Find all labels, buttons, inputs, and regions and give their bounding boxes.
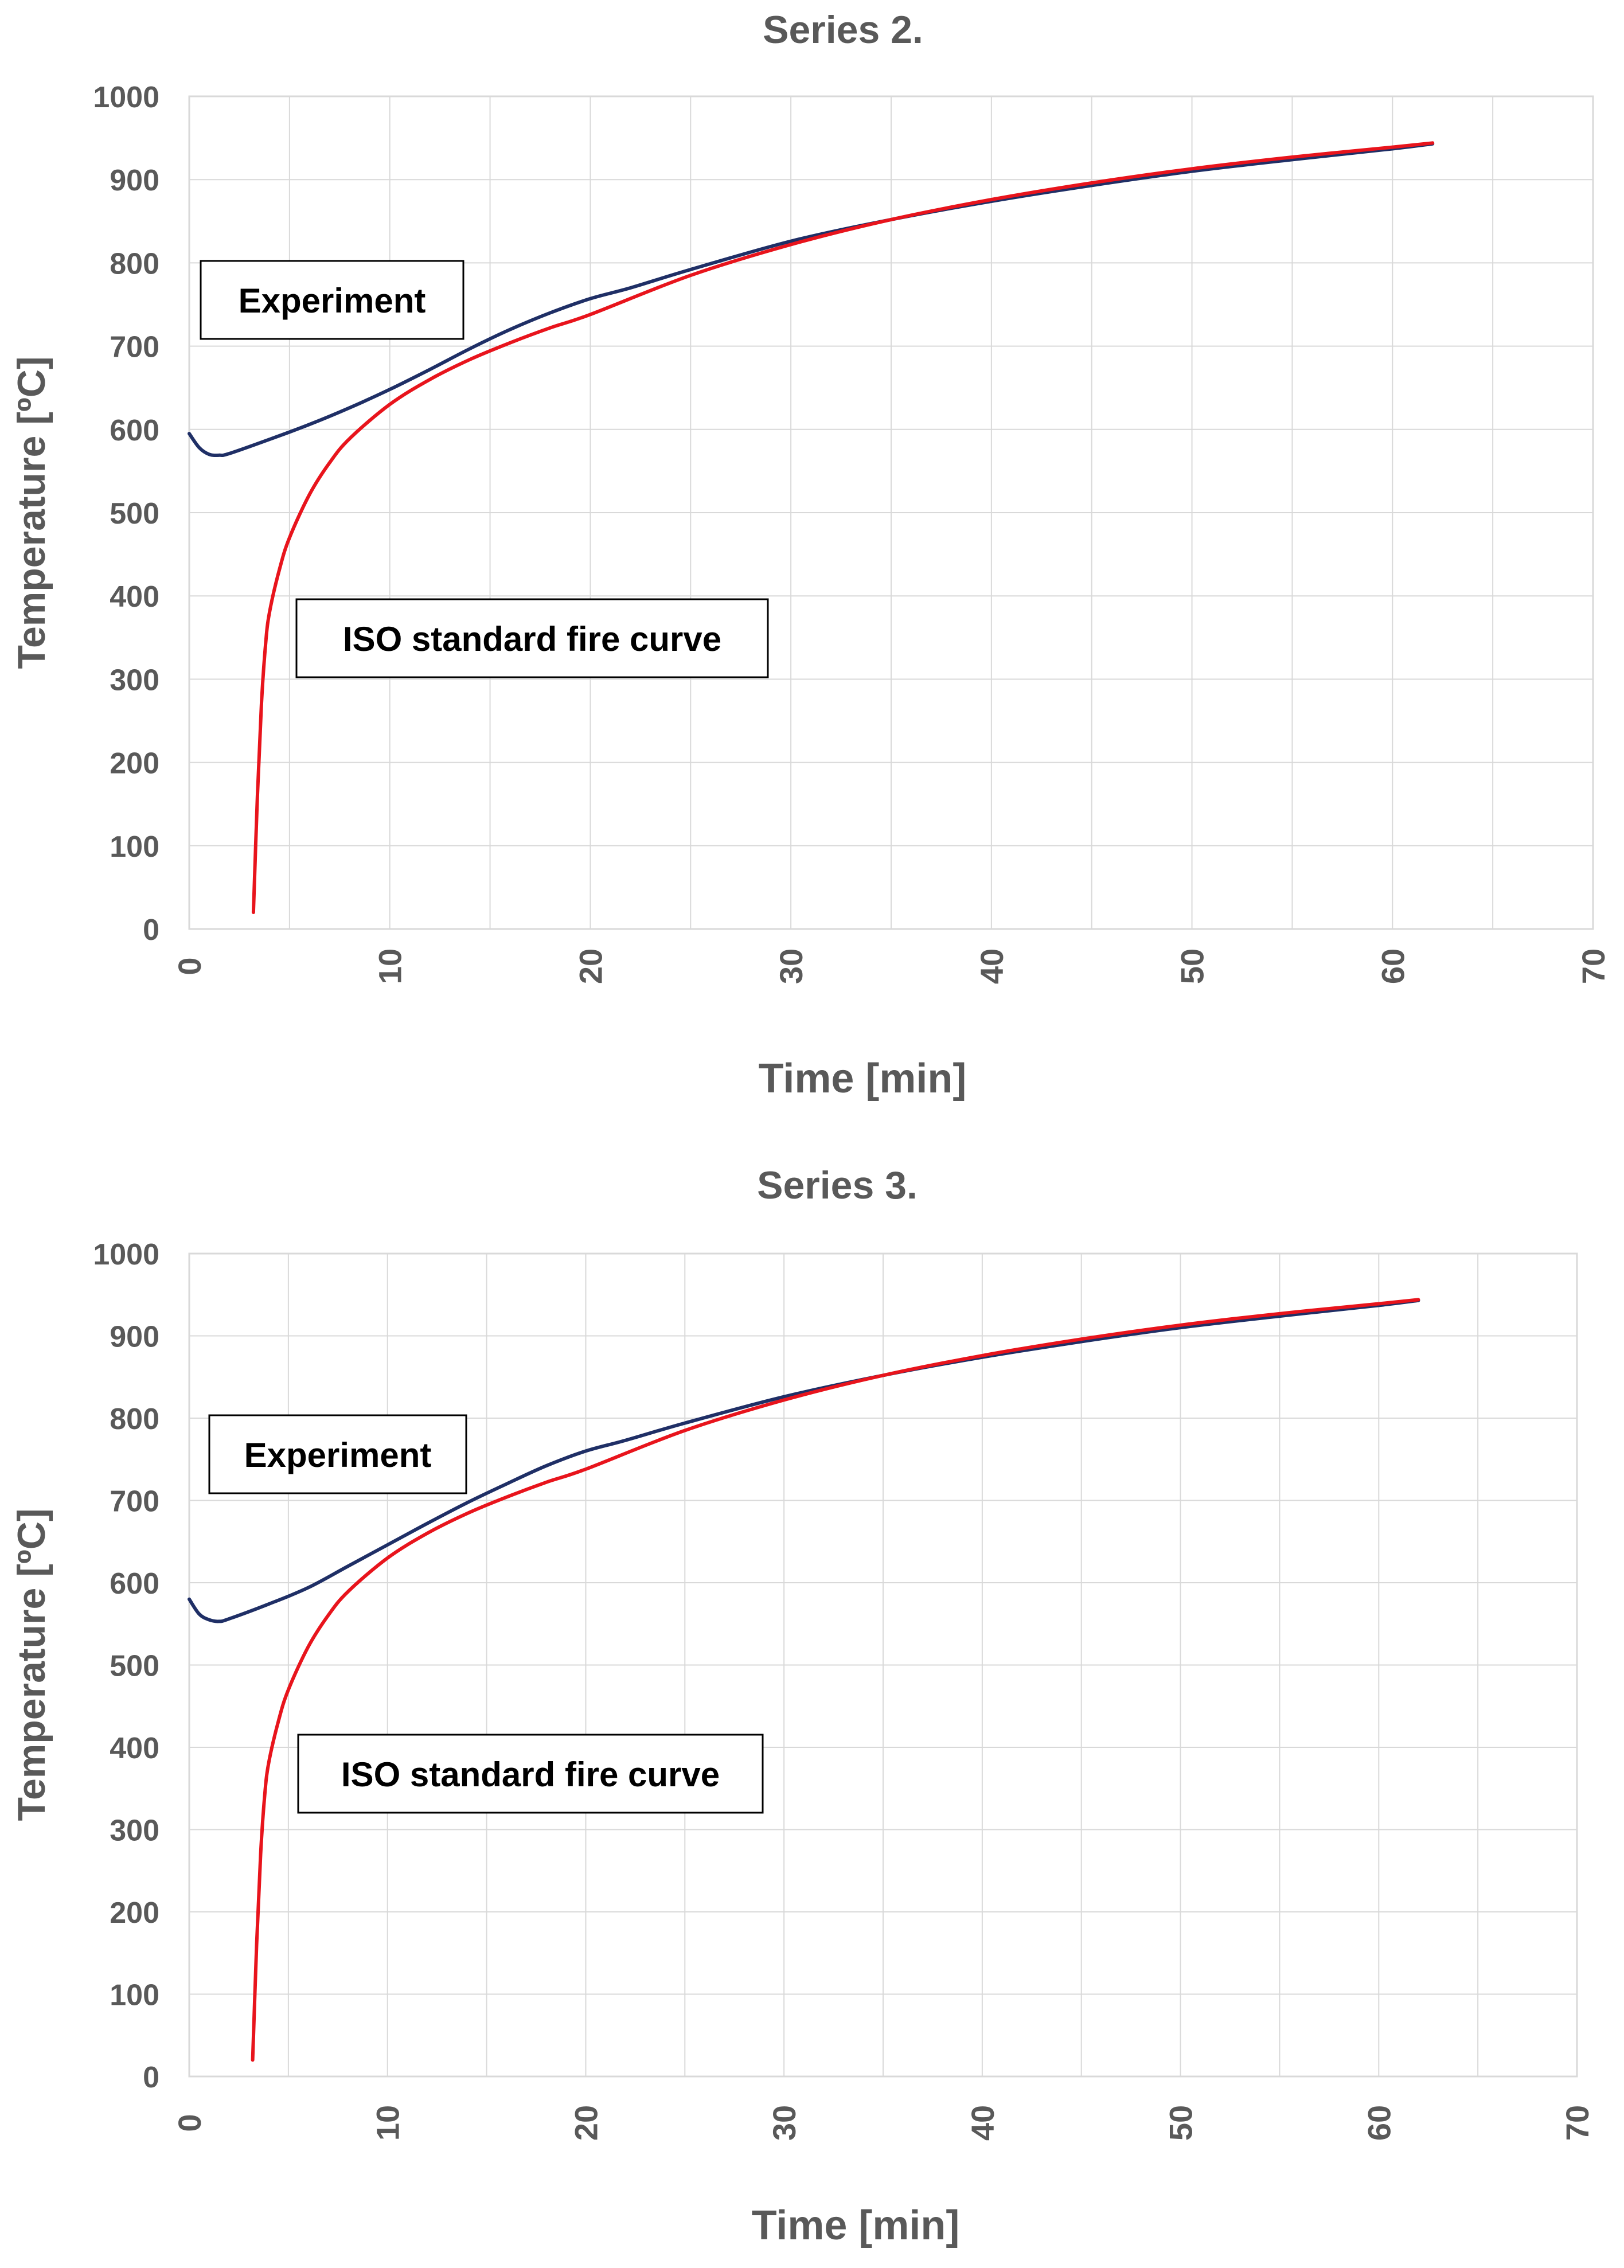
x-tick-label: 30 (766, 2105, 802, 2141)
x-tick-label: 10 (370, 2105, 406, 2141)
x-tick-label: 60 (1375, 948, 1411, 984)
y-tick-label: 1000 (93, 1238, 159, 1271)
chart-title: Series 2. (763, 8, 923, 52)
y-tick-label: 200 (110, 1896, 159, 1930)
annotation-box (208, 1414, 467, 1494)
annotation-box (297, 1734, 764, 1814)
y-tick-label: 900 (110, 164, 159, 197)
annotation-iso-curve: ISO standard fire curve (297, 1734, 764, 1814)
y-tick-label: 300 (110, 1814, 159, 1848)
annotation-iso-curve: ISO standard fire curve (295, 598, 769, 678)
y-tick-label: 1000 (93, 81, 159, 114)
x-tick-label: 60 (1361, 2105, 1397, 2141)
annotation-experiment: Experiment (208, 1414, 467, 1494)
x-tick-label: 30 (773, 948, 809, 984)
annotation-box (295, 598, 769, 678)
x-tick-label: 40 (974, 948, 1010, 984)
y-tick-label: 600 (110, 414, 159, 447)
series-lines (188, 141, 1435, 914)
y-axis-title: Temperature [ºC] (10, 357, 53, 669)
annotation-label: Experiment (239, 282, 426, 320)
y-axis-title: Temperature [ºC] (10, 1509, 53, 1821)
x-tick-label: 40 (965, 2105, 1001, 2141)
x-tick-label: 70 (1575, 948, 1611, 984)
y-tick-label: 800 (110, 1403, 159, 1436)
y-tick-label: 0 (143, 2061, 159, 2094)
x-tick-label: 50 (1174, 948, 1211, 984)
series-lines (188, 1298, 1420, 2062)
y-tick-label: 0 (143, 914, 159, 947)
x-tick-label: 20 (568, 2105, 604, 2141)
annotation-label: ISO standard fire curve (343, 620, 721, 658)
y-tick-label: 100 (110, 830, 159, 864)
x-tick-label: 70 (1559, 2105, 1595, 2141)
series-line-experiment (188, 1298, 1420, 1623)
y-tick-label: 400 (110, 1732, 159, 1765)
x-tick-label: 50 (1163, 2105, 1199, 2141)
y-tick-labels: 0 100 200 300 400 500 600 700 800 900 1000 (93, 1238, 159, 2094)
y-tick-label: 900 (110, 1321, 159, 1354)
y-tick-label: 300 (110, 663, 159, 697)
y-tick-label: 800 (110, 247, 159, 280)
plot-area (188, 95, 1594, 930)
annotation-experiment: Experiment (200, 260, 464, 340)
y-tick-label: 500 (110, 1650, 159, 1683)
x-tick-labels: 0 10 20 30 40 50 60 70 (171, 948, 1611, 984)
y-tick-labels: 0 100 200 300 400 500 600 700 800 900 1000 (93, 81, 159, 947)
grid-lines (189, 1254, 1577, 2076)
chart-series-2: Series 2. 010020030040050060070080090010… (10, 8, 1611, 1102)
chart-title: Series 3. (757, 1164, 918, 1207)
x-axis-title: Time [min] (759, 1056, 967, 1102)
x-tick-label: 10 (372, 948, 408, 984)
x-tick-labels: 0 10 20 30 40 50 60 70 (171, 2105, 1595, 2141)
annotation-label: ISO standard fire curve (341, 1755, 720, 1794)
chart-series-3: Series 3. 010020030040050060070080090010… (10, 1164, 1595, 2249)
x-tick-label: 20 (572, 948, 608, 984)
annotation-label: Experiment (244, 1436, 432, 1474)
series-line-iso-fire-curve (251, 1298, 1420, 2062)
y-tick-label: 100 (110, 1979, 159, 2012)
y-tick-label: 700 (110, 1485, 159, 1518)
annotation-box (200, 260, 464, 340)
series-line-experiment (188, 142, 1435, 458)
y-tick-label: 400 (110, 580, 159, 614)
y-tick-label: 500 (110, 497, 159, 530)
plot-area (188, 1252, 1578, 2078)
y-tick-label: 200 (110, 747, 159, 780)
x-axis-title: Time [min] (752, 2203, 960, 2249)
x-tick-label: 0 (171, 2114, 208, 2132)
y-tick-label: 600 (110, 1567, 159, 1601)
series-line-iso-fire-curve (251, 141, 1435, 914)
y-tick-label: 700 (110, 331, 159, 364)
x-tick-label: 0 (171, 957, 208, 975)
